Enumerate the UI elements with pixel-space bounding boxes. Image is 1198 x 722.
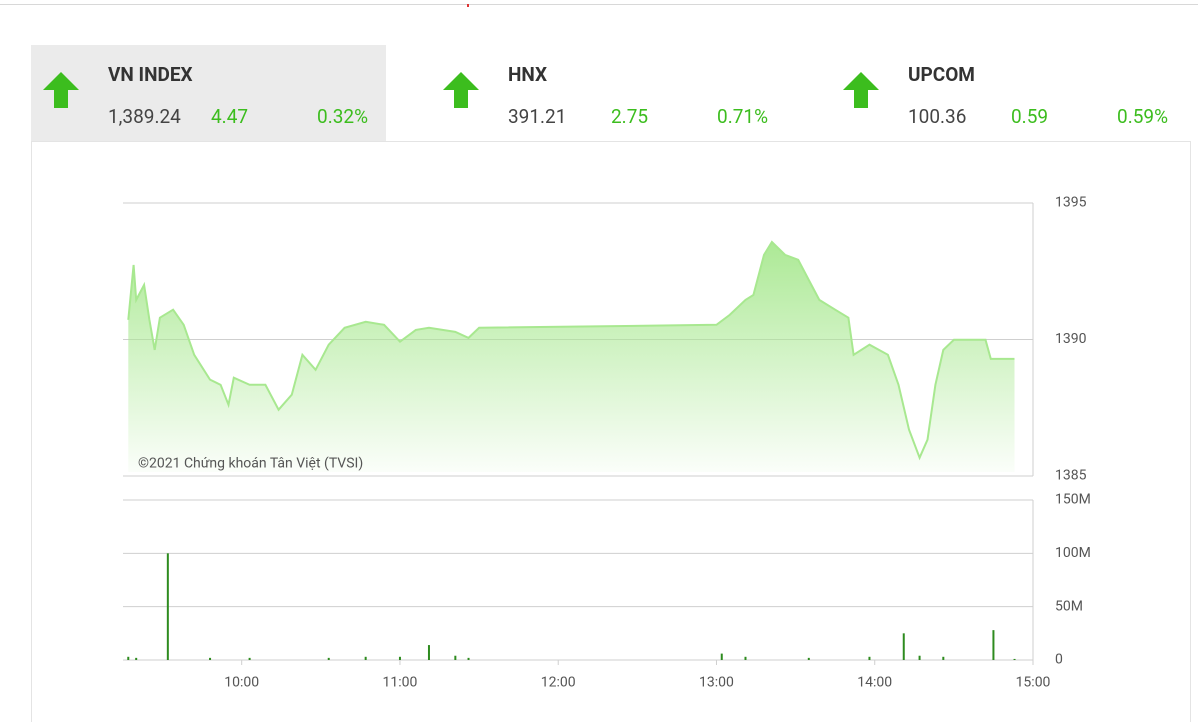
volume-bar (918, 655, 921, 660)
volume-bar (209, 657, 212, 660)
up-arrow (843, 72, 879, 108)
index-tab[interactable]: VN INDEX 1,389.24 4.47 0.32% (31, 45, 386, 141)
volume-bar (398, 656, 401, 660)
up-arrow (443, 72, 479, 108)
index-change: 4.47 (211, 105, 249, 128)
volume-bar (807, 657, 810, 660)
volume-bar (427, 645, 430, 660)
volume-bar (327, 657, 330, 660)
y-tick-label: 1385 (1055, 468, 1087, 484)
volume-bar (135, 657, 138, 660)
x-tick-label: 10:00 (224, 675, 259, 691)
index-change: 2.75 (611, 105, 649, 128)
index-percent: 0.59% (1117, 105, 1168, 128)
y-tick-label: 0 (1055, 652, 1063, 668)
volume-bar (942, 656, 945, 660)
volume-bar (992, 630, 995, 660)
up-arrow (43, 72, 79, 108)
x-tick-label: 13:00 (699, 675, 734, 691)
volume-bar (902, 633, 905, 660)
chart-panel (31, 141, 1191, 722)
volume-bar (1013, 658, 1016, 660)
x-tick-label: 14:00 (857, 675, 892, 691)
index-value: 1,389.24 (108, 105, 181, 128)
index-name: VN INDEX (108, 63, 193, 86)
red-mark (467, 4, 469, 7)
index-name: UPCOM (908, 63, 975, 86)
volume-bar (248, 657, 251, 660)
y-tick-label: 1390 (1055, 331, 1087, 347)
price-area (128, 242, 1015, 472)
watermark: ©2021 Chứng khoán Tân Việt (TVSI) (138, 456, 363, 472)
index-percent: 0.71% (717, 105, 768, 128)
index-tab[interactable]: UPCOM 100.36 0.59 0.59% (831, 45, 1186, 141)
price-line (127, 240, 1015, 461)
index-percent: 0.32% (317, 105, 368, 128)
volume-bar (364, 656, 367, 660)
volume-bar (467, 657, 470, 660)
y-tick-label: 1395 (1055, 195, 1087, 211)
y-tick-label: 150M (1055, 492, 1091, 508)
volume-bar (720, 653, 723, 660)
volume-bar (868, 656, 871, 660)
y-tick-label: 50M (1055, 598, 1083, 614)
index-change: 0.59 (1011, 105, 1049, 128)
volume-bar (744, 656, 747, 660)
x-tick-label: 12:00 (541, 675, 576, 691)
top-border (0, 4, 1198, 5)
volume-bar (127, 656, 130, 660)
x-tick-label: 11:00 (383, 675, 418, 691)
index-value: 100.36 (908, 105, 967, 128)
volume-bar (166, 553, 169, 660)
index-tab[interactable]: HNX 391.21 2.75 0.71% (431, 45, 786, 141)
index-value: 391.21 (508, 105, 567, 128)
volume-bar (454, 655, 457, 660)
y-tick-label: 100M (1055, 545, 1091, 561)
index-name: HNX (508, 63, 548, 86)
x-tick-label: 15:00 (1016, 675, 1051, 691)
